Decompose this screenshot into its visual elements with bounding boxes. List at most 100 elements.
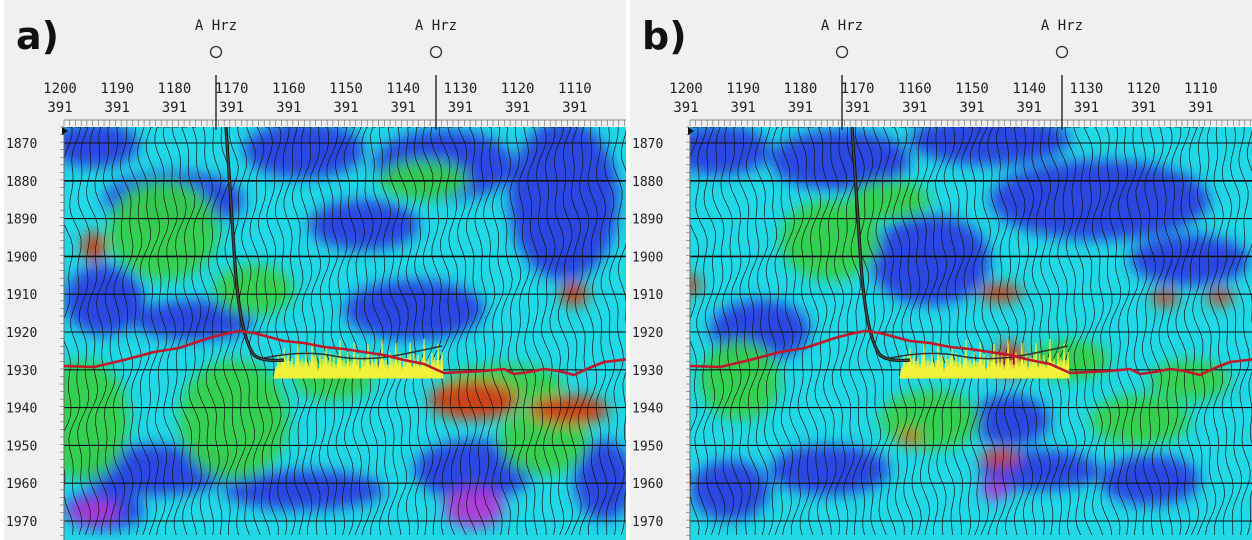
amplitude-field xyxy=(690,127,1252,540)
seismic-section: 1200 391 1190 391 1180 391 1170 391 1160 391 1150 3… xyxy=(632,18,1252,540)
time-label: 1940 xyxy=(632,402,663,417)
time-label: 1970 xyxy=(632,515,663,530)
well-trajectory-core xyxy=(851,126,911,362)
inline-label: 391 xyxy=(448,100,473,116)
amplitude-blob xyxy=(700,340,780,420)
xline-label: 1160 xyxy=(898,81,932,97)
inline-label: 391 xyxy=(1131,100,1156,116)
time-label: 1970 xyxy=(6,515,37,530)
time-label: 1930 xyxy=(6,364,37,379)
well-log xyxy=(263,338,444,379)
horizon-marker-label: A Hrz xyxy=(195,18,237,34)
xline-label: 1110 xyxy=(558,81,592,97)
amplitude-blob xyxy=(82,232,106,262)
time-label: 1880 xyxy=(6,175,37,190)
amplitude-blob xyxy=(770,445,890,495)
time-label: 1950 xyxy=(632,439,663,454)
inline-label: 391 xyxy=(788,100,813,116)
inline-label: 391 xyxy=(47,100,72,116)
time-label: 1950 xyxy=(6,439,37,454)
amplitude-blob xyxy=(109,180,219,280)
inline-label: 391 xyxy=(902,100,927,116)
amplitude-blob xyxy=(1130,235,1250,285)
xline-label: 1150 xyxy=(955,81,989,97)
inline-label: 391 xyxy=(1017,100,1042,116)
amplitude-blob xyxy=(910,127,1070,165)
wiggle-traces xyxy=(64,127,626,536)
time-label: 1890 xyxy=(6,213,37,228)
well-trajectory-core xyxy=(225,126,285,362)
xline-label: 1170 xyxy=(841,81,875,97)
time-label: 1960 xyxy=(632,477,663,492)
well-marker-icon xyxy=(1055,45,1069,59)
horizon-line xyxy=(690,329,1252,377)
seismic-section: 1200 391 1190 391 1180 391 1170 391 1160 391 1150 3… xyxy=(6,18,626,540)
horizon-marker-label: A Hrz xyxy=(415,18,457,34)
amplitude-blob xyxy=(309,200,419,250)
amplitude-blob xyxy=(64,127,139,167)
amplitude-blob xyxy=(690,127,770,175)
inline-label: 391 xyxy=(562,100,587,116)
xline-label: 1180 xyxy=(784,81,818,97)
inline-label: 391 xyxy=(219,100,244,116)
inline-label: 391 xyxy=(845,100,870,116)
panel-label: b) xyxy=(642,14,687,58)
inline-label: 391 xyxy=(162,100,187,116)
amplitude-blob xyxy=(1206,289,1234,305)
inline-label: 391 xyxy=(673,100,698,116)
xline-label: 1150 xyxy=(329,81,363,97)
amplitude-blob xyxy=(900,429,920,445)
seismic-panel-a: a) 1200 391 1190 391 1180 391 1170 391 1160 391 11… xyxy=(4,0,626,540)
amplitude-blob xyxy=(770,130,910,190)
amplitude-blob xyxy=(64,265,144,335)
panel-label: a) xyxy=(16,14,60,58)
xline-label: 1120 xyxy=(501,81,535,97)
time-label: 1880 xyxy=(632,175,663,190)
amplitude-blob xyxy=(244,127,364,178)
inline-label: 391 xyxy=(959,100,984,116)
amplitude-blob xyxy=(980,480,1010,500)
amplitude-blob xyxy=(134,300,254,340)
inline-label: 391 xyxy=(1188,100,1213,116)
inline-label: 391 xyxy=(731,100,756,116)
amplitude-blob xyxy=(179,360,289,480)
time-label: 1920 xyxy=(6,326,37,341)
well-log-fill xyxy=(899,338,1070,379)
seismic-panel-b: b) 1200 391 1190 391 1180 391 1170 391 1160 391 11… xyxy=(630,0,1252,540)
amplitude-blob xyxy=(690,460,770,520)
inline-label: 391 xyxy=(333,100,358,116)
well-log-curve xyxy=(263,345,443,360)
section-marker-icon xyxy=(62,127,68,135)
inline-label: 391 xyxy=(391,100,416,116)
amplitude-blob xyxy=(574,440,626,520)
time-label: 1920 xyxy=(632,326,663,341)
xline-label: 1130 xyxy=(444,81,478,97)
well-marker-icon xyxy=(835,45,849,59)
well-log xyxy=(889,338,1070,379)
amplitude-blob xyxy=(978,284,1022,302)
time-label: 1910 xyxy=(632,288,663,303)
amplitude-blob xyxy=(870,215,990,305)
xline-label: 1190 xyxy=(726,81,760,97)
time-label: 1960 xyxy=(6,477,37,492)
xline-label: 1170 xyxy=(215,81,249,97)
xline-label: 1200 xyxy=(669,81,703,97)
amplitude-blob xyxy=(850,180,930,220)
horizon-marker-label: A Hrz xyxy=(1041,18,1083,34)
inline-label: 391 xyxy=(276,100,301,116)
well-marker-icon xyxy=(209,45,223,59)
amplitude-blob xyxy=(780,200,880,280)
inline-label: 391 xyxy=(1074,100,1099,116)
amplitude-blob xyxy=(1090,395,1190,445)
time-label: 1900 xyxy=(632,250,663,265)
time-label: 1870 xyxy=(6,137,37,152)
time-label: 1910 xyxy=(6,288,37,303)
xline-label: 1160 xyxy=(272,81,306,97)
horizon-marker-label: A Hrz xyxy=(821,18,863,34)
amplitude-blob xyxy=(344,280,484,340)
xline-label: 1140 xyxy=(386,81,420,97)
xline-label: 1140 xyxy=(1012,81,1046,97)
xline-label: 1120 xyxy=(1127,81,1161,97)
amplitude-blob xyxy=(970,395,1050,445)
time-label: 1900 xyxy=(6,250,37,265)
